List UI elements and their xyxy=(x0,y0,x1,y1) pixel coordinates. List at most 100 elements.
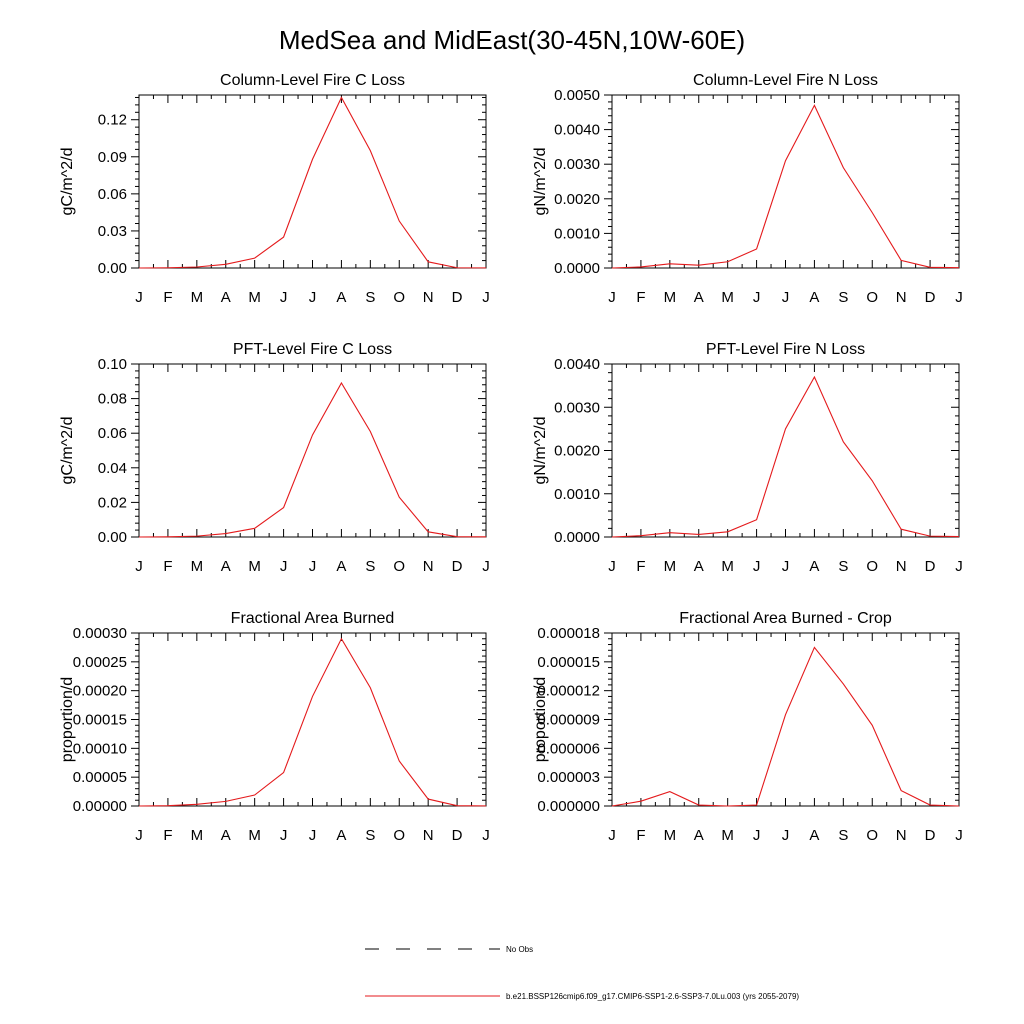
figure-title: MedSea and MidEast(30-45N,10W-60E) xyxy=(279,25,745,55)
y-axis-label: gC/m^2/d xyxy=(59,148,76,216)
x-tick-label: A xyxy=(336,558,346,575)
x-tick-label: D xyxy=(452,827,463,844)
x-tick-label: N xyxy=(423,558,434,575)
y-tick-label: 0.0020 xyxy=(554,443,600,460)
panel-title: Column-Level Fire C Loss xyxy=(220,72,405,89)
x-tick-label: J xyxy=(955,289,963,306)
x-tick-label: F xyxy=(163,289,172,306)
y-tick-label: 0.00015 xyxy=(73,712,127,729)
x-tick-label: M xyxy=(248,827,261,844)
y-tick-label: 0.000012 xyxy=(537,683,600,700)
y-tick-label: 0.00 xyxy=(98,260,127,277)
x-tick-label: A xyxy=(694,558,704,575)
y-tick-label: 0.0040 xyxy=(554,122,600,139)
y-tick-label: 0.00010 xyxy=(73,740,127,757)
y-tick-label: 0.0000 xyxy=(554,260,600,277)
series-line-1 xyxy=(138,381,487,538)
x-tick-label: M xyxy=(191,827,204,844)
plot-frame xyxy=(138,363,487,538)
y-tick-label: 0.000009 xyxy=(537,712,600,729)
y-tick-label: 0.10 xyxy=(98,356,127,373)
x-tick-label: N xyxy=(423,289,434,306)
x-tick-label: D xyxy=(925,558,936,575)
y-tick-label: 0.0020 xyxy=(554,191,600,208)
x-tick-label: F xyxy=(163,558,172,575)
x-tick-label: M xyxy=(721,289,734,306)
x-tick-label: J xyxy=(135,558,143,575)
y-tick-label: 0.04 xyxy=(98,460,127,477)
y-tick-label: 0.00 xyxy=(98,529,127,546)
x-tick-label: J xyxy=(482,289,490,306)
x-tick-label: J xyxy=(482,827,490,844)
plot-frame xyxy=(611,94,960,269)
panel-title: Fractional Area Burned - Crop xyxy=(679,610,892,627)
plot-frame xyxy=(611,363,960,538)
y-axis-label: gN/m^2/d xyxy=(532,148,549,216)
x-tick-label: A xyxy=(221,558,231,575)
x-tick-label: O xyxy=(393,827,405,844)
x-tick-label: O xyxy=(866,558,878,575)
y-tick-label: 0.12 xyxy=(98,112,127,129)
x-tick-label: J xyxy=(608,558,616,575)
x-tick-label: M xyxy=(248,289,261,306)
x-tick-label: D xyxy=(452,289,463,306)
x-tick-label: A xyxy=(336,827,346,844)
x-tick-label: J xyxy=(309,558,317,575)
series-line-1 xyxy=(138,637,487,807)
x-tick-label: N xyxy=(896,289,907,306)
x-tick-label: A xyxy=(809,558,819,575)
x-tick-label: J xyxy=(135,827,143,844)
y-tick-label: 0.000015 xyxy=(537,654,600,671)
y-axis-label: gC/m^2/d xyxy=(59,417,76,485)
x-tick-label: J xyxy=(955,558,963,575)
x-tick-label: M xyxy=(248,558,261,575)
y-tick-label: 0.0040 xyxy=(554,356,600,373)
plot-frame xyxy=(138,632,487,807)
x-tick-label: O xyxy=(393,558,405,575)
x-tick-label: S xyxy=(838,827,848,844)
x-tick-label: D xyxy=(452,558,463,575)
y-tick-label: 0.06 xyxy=(98,425,127,442)
x-tick-label: J xyxy=(782,289,790,306)
x-tick-label: S xyxy=(838,558,848,575)
x-tick-label: M xyxy=(191,558,204,575)
y-tick-label: 0.0050 xyxy=(554,87,600,104)
x-tick-label: A xyxy=(809,289,819,306)
x-tick-label: M xyxy=(721,827,734,844)
y-tick-label: 0.00005 xyxy=(73,769,127,786)
series-line-1 xyxy=(611,646,960,807)
x-tick-label: S xyxy=(365,827,375,844)
y-tick-label: 0.08 xyxy=(98,391,127,408)
y-tick-label: 0.0010 xyxy=(554,486,600,503)
x-tick-label: F xyxy=(636,289,645,306)
panel-title: PFT-Level Fire N Loss xyxy=(706,341,865,358)
x-tick-label: S xyxy=(838,289,848,306)
x-tick-label: M xyxy=(721,558,734,575)
y-tick-label: 0.03 xyxy=(98,223,127,240)
series-line-1 xyxy=(138,96,487,269)
x-tick-label: J xyxy=(309,289,317,306)
x-tick-label: S xyxy=(365,558,375,575)
y-tick-label: 0.0000 xyxy=(554,529,600,546)
x-tick-label: M xyxy=(664,558,677,575)
x-tick-label: D xyxy=(925,827,936,844)
x-tick-label: J xyxy=(782,558,790,575)
series-line-1 xyxy=(611,375,960,538)
y-tick-label: 0.02 xyxy=(98,494,127,511)
series-line-1 xyxy=(611,104,960,269)
y-tick-label: 0.00000 xyxy=(73,798,127,815)
x-tick-label: D xyxy=(925,289,936,306)
x-tick-label: A xyxy=(694,289,704,306)
x-tick-label: M xyxy=(191,289,204,306)
plot-frame xyxy=(138,94,487,269)
y-tick-label: 0.09 xyxy=(98,149,127,166)
x-tick-label: J xyxy=(608,289,616,306)
panel-title: PFT-Level Fire C Loss xyxy=(233,341,392,358)
x-tick-label: F xyxy=(163,827,172,844)
x-tick-label: A xyxy=(694,827,704,844)
x-tick-label: A xyxy=(336,289,346,306)
